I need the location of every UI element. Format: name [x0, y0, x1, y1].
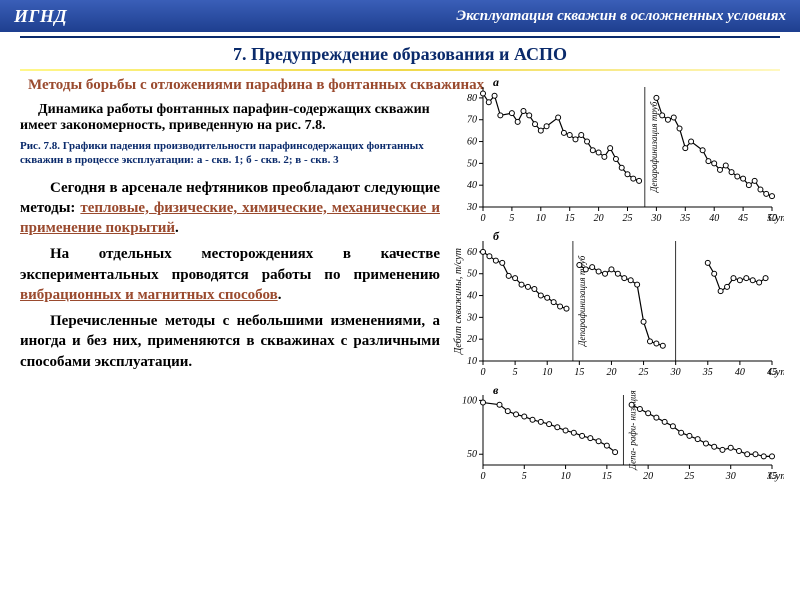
- header-left: ИГНД: [14, 6, 67, 27]
- svg-text:35: 35: [679, 213, 690, 224]
- svg-text:60: 60: [467, 247, 477, 258]
- svg-text:20: 20: [606, 367, 616, 378]
- yellow-rule: [20, 69, 780, 71]
- svg-text:40: 40: [467, 180, 477, 191]
- text: .: [278, 287, 282, 303]
- figure-caption: Рис. 7.8. Графики падения производительн…: [20, 140, 440, 168]
- svg-text:0: 0: [481, 213, 486, 224]
- svg-text:50: 50: [467, 449, 477, 460]
- svg-text:40: 40: [735, 367, 745, 378]
- svg-text:Депарафинизация труб: Депарафинизация труб: [649, 101, 659, 193]
- svg-text:Дебит скважины, т/сут: Дебит скважины, т/сут: [453, 248, 464, 355]
- svg-text:40: 40: [709, 213, 719, 224]
- svg-text:10: 10: [561, 471, 571, 482]
- svg-text:15: 15: [565, 213, 575, 224]
- svg-text:0: 0: [481, 367, 486, 378]
- paragraph-summary: Перечисленные методы с небольшими измене…: [20, 311, 440, 372]
- svg-text:0: 0: [481, 471, 486, 482]
- svg-text:35: 35: [702, 367, 713, 378]
- svg-text:в: в: [493, 385, 499, 397]
- svg-text:15: 15: [602, 471, 612, 482]
- charts-container: а30405060708005101520253035404550СуткиДе…: [449, 77, 784, 489]
- svg-text:5: 5: [509, 213, 514, 224]
- svg-text:70: 70: [467, 115, 477, 126]
- svg-text:40: 40: [467, 291, 477, 302]
- svg-text:60: 60: [467, 137, 477, 148]
- svg-text:Сутки: Сутки: [768, 366, 784, 378]
- highlight-methods: тепловые, физические, химические, механи…: [20, 200, 440, 236]
- highlight-experimental: вибрационных и магнитных способов: [20, 287, 278, 303]
- svg-text:15: 15: [574, 367, 584, 378]
- svg-text:10: 10: [542, 367, 552, 378]
- svg-text:5: 5: [513, 367, 518, 378]
- top-rule: [20, 36, 780, 38]
- svg-text:25: 25: [684, 471, 694, 482]
- svg-text:25: 25: [623, 213, 633, 224]
- svg-text:45: 45: [738, 213, 748, 224]
- svg-text:50: 50: [467, 158, 477, 169]
- paragraph-experimental: На отдельных месторождениях в качестве э…: [20, 244, 440, 305]
- svg-text:30: 30: [466, 202, 477, 213]
- header-right: Эксплуатация скважин в осложненных услов…: [456, 8, 786, 25]
- svg-text:10: 10: [467, 356, 477, 367]
- svg-text:80: 80: [467, 93, 477, 104]
- svg-text:а: а: [493, 77, 499, 89]
- svg-text:50: 50: [467, 269, 477, 280]
- svg-text:20: 20: [594, 213, 604, 224]
- paragraph-methods: Сегодня в арсенале нефтяников преобладаю…: [20, 178, 440, 239]
- svg-text:30: 30: [670, 367, 681, 378]
- svg-text:10: 10: [536, 213, 546, 224]
- section-title: 7. Предупреждение образования и АСПО: [0, 44, 800, 65]
- svg-text:30: 30: [466, 312, 477, 323]
- svg-text:б: б: [493, 231, 500, 243]
- svg-text:30: 30: [650, 213, 661, 224]
- svg-text:20: 20: [467, 334, 477, 345]
- svg-text:Сутки: Сутки: [768, 470, 784, 482]
- svg-text:100: 100: [462, 395, 477, 406]
- chart-c: в5010005101520253035СуткиДепа- рафи- низ…: [449, 385, 784, 485]
- svg-text:25: 25: [639, 367, 649, 378]
- svg-text:30: 30: [725, 471, 736, 482]
- svg-text:Сутки: Сутки: [768, 212, 784, 224]
- chart-a: а30405060708005101520253035404550СуткиДе…: [449, 77, 784, 227]
- chart-b: б102030405060051015202530354045СуткиДепа…: [449, 231, 784, 381]
- svg-text:20: 20: [643, 471, 653, 482]
- svg-text:5: 5: [522, 471, 527, 482]
- text: На отдельных месторождениях в качестве э…: [20, 246, 440, 282]
- text: .: [175, 220, 179, 236]
- intro-paragraph: Динамика работы фонтанных парафин-содерж…: [20, 102, 440, 134]
